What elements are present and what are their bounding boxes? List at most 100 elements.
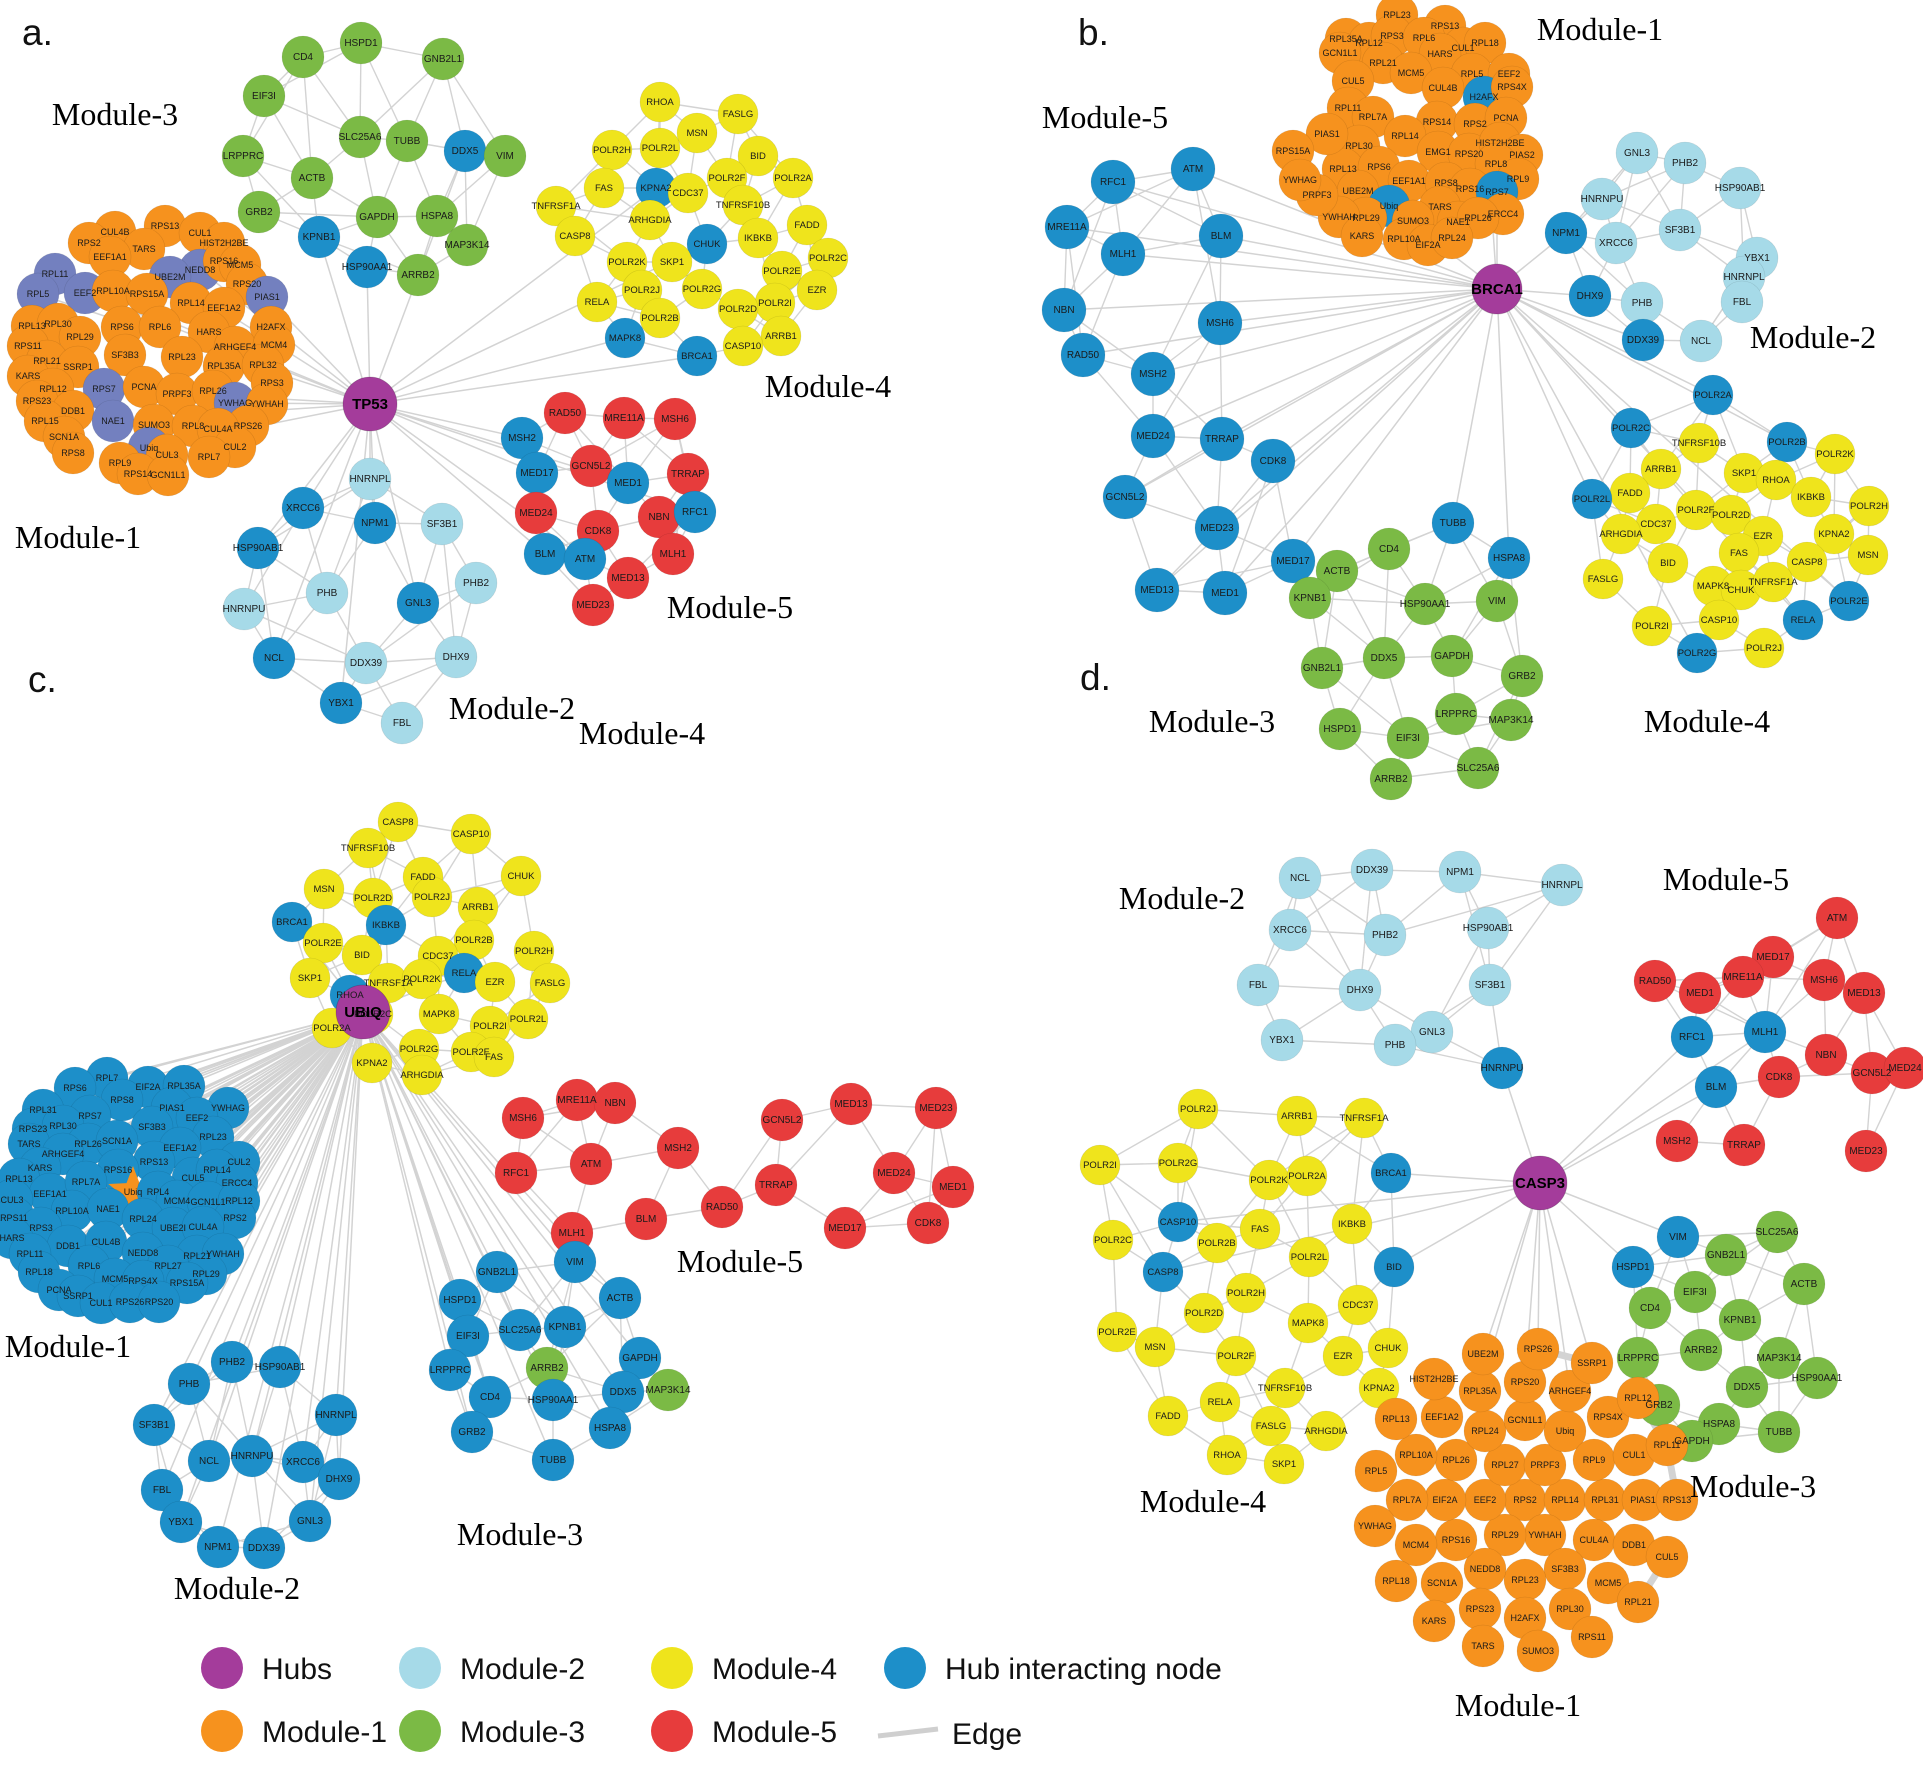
node-KARS[interactable]: [1340, 214, 1384, 258]
node-GCN5L2[interactable]: [1102, 474, 1148, 520]
node-ARRB2[interactable]: [396, 253, 440, 297]
node-HSP90AA1[interactable]: [531, 1378, 575, 1422]
node-RFC1[interactable]: [1670, 1015, 1714, 1059]
node-ARRB1[interactable]: [1640, 448, 1682, 490]
node-RPS26[interactable]: [1516, 1327, 1560, 1371]
node-MLH1[interactable]: [1100, 231, 1146, 277]
node-NPM1[interactable]: [1544, 211, 1588, 255]
node-MSH6[interactable]: [1802, 958, 1846, 1002]
node-MSH6[interactable]: [1197, 300, 1243, 346]
node-TRRAP[interactable]: [1722, 1123, 1766, 1167]
node-PHB2[interactable]: [1363, 913, 1407, 957]
node-MED1[interactable]: [931, 1165, 975, 1209]
node-POLR2L[interactable]: [1571, 478, 1613, 520]
node-MSH2[interactable]: [656, 1126, 700, 1170]
node-HSP90AB1[interactable]: [1466, 906, 1510, 950]
node-RPS11[interactable]: [1570, 1615, 1614, 1659]
node-IKBKB[interactable]: [365, 904, 407, 946]
node-LRPPRC[interactable]: [1434, 692, 1478, 736]
node-RPS20[interactable]: [137, 1280, 181, 1324]
node-MAP3K14[interactable]: [1489, 698, 1533, 742]
node-PIAS1[interactable]: [1305, 112, 1349, 156]
node-RAD50[interactable]: [1633, 959, 1677, 1003]
node-SLC25A6[interactable]: [498, 1308, 542, 1352]
node-VIM[interactable]: [1475, 579, 1519, 623]
node-TNFRSF1A[interactable]: [1752, 561, 1794, 603]
node-EIF3I[interactable]: [446, 1314, 490, 1358]
node-TUBB[interactable]: [1431, 501, 1475, 545]
node-RPL7A[interactable]: [1385, 1478, 1429, 1522]
node-BID[interactable]: [341, 934, 383, 976]
node-CASP8[interactable]: [1142, 1251, 1184, 1293]
node-BLM[interactable]: [624, 1197, 668, 1241]
node-SF3B3[interactable]: [103, 333, 147, 377]
node-POLR2L[interactable]: [507, 998, 549, 1040]
node-SSRP1[interactable]: [1570, 1341, 1614, 1385]
node-MRE11A[interactable]: [602, 396, 646, 440]
node-ARRB1[interactable]: [1276, 1095, 1318, 1137]
node-VIM[interactable]: [553, 1240, 597, 1284]
node-ACTB[interactable]: [1315, 549, 1359, 593]
node-MAP3K14[interactable]: [445, 223, 489, 267]
node-POLR2A[interactable]: [1692, 374, 1734, 416]
node-CD4[interactable]: [1367, 527, 1411, 571]
node-FBL[interactable]: [380, 701, 424, 745]
node-YWHAG[interactable]: [1353, 1504, 1397, 1548]
node-EZR[interactable]: [796, 269, 838, 311]
node-POLR2A[interactable]: [1286, 1155, 1328, 1197]
node-MSN[interactable]: [676, 112, 718, 154]
node-RPL21[interactable]: [1616, 1580, 1660, 1624]
node-MSN[interactable]: [303, 868, 345, 910]
node-ACTB[interactable]: [290, 156, 334, 200]
node-HNRNPU[interactable]: [1480, 1046, 1524, 1090]
node-POLR2C[interactable]: [1610, 407, 1652, 449]
node-RPS4X[interactable]: [1586, 1395, 1630, 1439]
node-MED1[interactable]: [606, 461, 650, 505]
node-HSP90AA1[interactable]: [345, 245, 389, 289]
node-HSP90AB1[interactable]: [236, 526, 280, 570]
node-ARHGDIA[interactable]: [629, 199, 671, 241]
node-YWHAG[interactable]: [1278, 158, 1322, 202]
hub-CASP3[interactable]: [1512, 1155, 1568, 1211]
node-SF3B1[interactable]: [1468, 963, 1512, 1007]
node-LRPPRC[interactable]: [221, 134, 265, 178]
node-LRPPRC[interactable]: [428, 1348, 472, 1392]
node-SF3B1[interactable]: [1658, 208, 1702, 252]
node-CD4[interactable]: [281, 35, 325, 79]
node-PHB2[interactable]: [1663, 141, 1707, 185]
node-MAPK8[interactable]: [1287, 1302, 1329, 1344]
node-GNB2L1[interactable]: [421, 37, 465, 81]
node-MED24[interactable]: [1130, 413, 1176, 459]
node-SF3B1[interactable]: [420, 502, 464, 546]
node-POLR2G[interactable]: [681, 268, 723, 310]
node-CD4[interactable]: [1628, 1286, 1672, 1330]
node-RAD50[interactable]: [700, 1185, 744, 1229]
node-NBN[interactable]: [593, 1081, 637, 1125]
node-DHX9[interactable]: [1338, 968, 1382, 1012]
node-SLC25A6[interactable]: [338, 115, 382, 159]
node-HSP90AA1[interactable]: [1795, 1356, 1839, 1400]
node-HSP90AB1[interactable]: [258, 1345, 302, 1389]
node-POLR2B[interactable]: [1766, 421, 1808, 463]
hub-UBIQ[interactable]: [335, 984, 391, 1040]
node-CUL5[interactable]: [1645, 1535, 1689, 1579]
node-HIST2H2BE[interactable]: [1412, 1357, 1456, 1401]
node-POLR2E[interactable]: [1096, 1311, 1138, 1353]
node-MED13[interactable]: [829, 1082, 873, 1126]
node-RFC1[interactable]: [1090, 159, 1136, 205]
node-GNL3[interactable]: [288, 1499, 332, 1543]
node-TUBB[interactable]: [531, 1438, 575, 1482]
node-MED23[interactable]: [914, 1086, 958, 1130]
node-FBL[interactable]: [1236, 963, 1280, 1007]
node-HSP90AB1[interactable]: [1718, 166, 1762, 210]
node-NCL[interactable]: [1679, 319, 1723, 363]
node-GNL3[interactable]: [1615, 131, 1659, 175]
node-MLH1[interactable]: [651, 532, 695, 576]
node-POLR2F[interactable]: [1215, 1335, 1257, 1377]
node-RPL24[interactable]: [1430, 216, 1474, 260]
node-PHB2[interactable]: [454, 561, 498, 605]
node-MED23[interactable]: [571, 583, 615, 627]
node-SKP1[interactable]: [1263, 1443, 1305, 1485]
node-EIF3I[interactable]: [1673, 1270, 1717, 1314]
node-NBN[interactable]: [1804, 1033, 1848, 1077]
